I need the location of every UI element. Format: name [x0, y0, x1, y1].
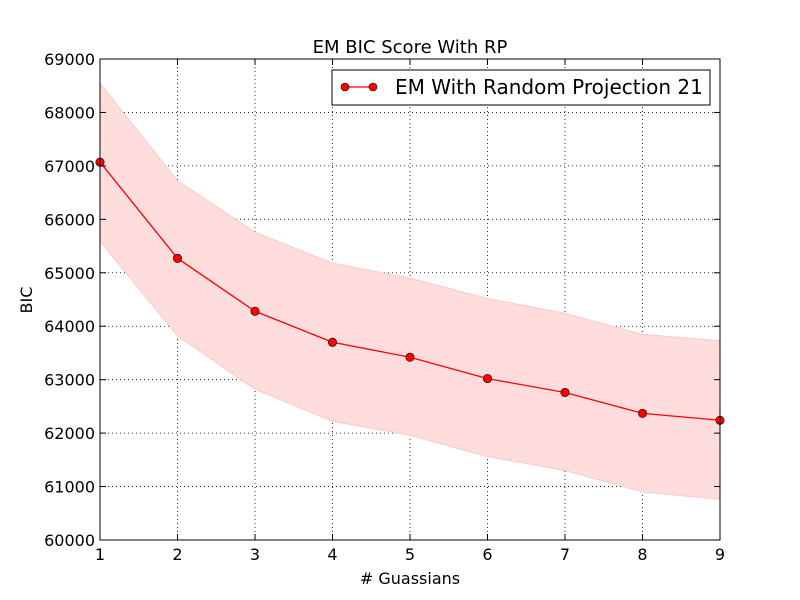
confidence-band: [99, 81, 721, 500]
x-axis-label: # Guassians: [360, 569, 460, 588]
data-point: [482, 374, 492, 384]
y-tick-labels: 60000 61000 62000 63000 64000 65000 66000 67000…: [44, 50, 95, 550]
y-axis-label: BIC: [17, 287, 36, 314]
data-point: [250, 306, 260, 316]
x-tick-label: 3: [250, 545, 260, 564]
confidence-band-area: [99, 81, 721, 500]
legend: EM With Random Projection 21: [331, 69, 711, 106]
y-tick-label: 62000: [44, 424, 95, 443]
legend-marker-sample: [340, 82, 350, 92]
data-point: [327, 337, 337, 347]
y-tick-label: 63000: [44, 371, 95, 390]
legend-label: EM With Random Projection 21: [395, 75, 703, 99]
y-tick-label: 61000: [44, 478, 95, 497]
x-tick-labels: 1 2 3 4 5 6 7 8 9: [95, 545, 725, 564]
y-tick-label: 67000: [44, 157, 95, 176]
y-tick-label: 60000: [44, 531, 95, 550]
y-tick-label: 64000: [44, 317, 95, 336]
legend-box: [331, 69, 711, 106]
chart-title: EM BIC Score With RP: [313, 37, 508, 58]
x-tick-label: 1: [95, 545, 105, 564]
x-tick-label: 8: [637, 545, 647, 564]
x-tick-label: 4: [327, 545, 337, 564]
x-tick-label: 9: [715, 545, 725, 564]
data-point: [637, 408, 647, 418]
data-point: [173, 253, 183, 263]
y-tick-label: 66000: [44, 210, 95, 229]
y-tick-label: 65000: [44, 264, 95, 283]
data-point: [405, 352, 415, 362]
y-tick-label: 68000: [44, 103, 95, 122]
x-tick-label: 2: [172, 545, 182, 564]
y-tick-label: 69000: [44, 50, 95, 69]
x-tick-label: 5: [405, 545, 415, 564]
legend-marker-sample: [368, 82, 378, 92]
axis-ticks: [99, 58, 721, 541]
data-point: [560, 387, 570, 397]
x-tick-label: 6: [482, 545, 492, 564]
x-tick-label: 7: [560, 545, 570, 564]
